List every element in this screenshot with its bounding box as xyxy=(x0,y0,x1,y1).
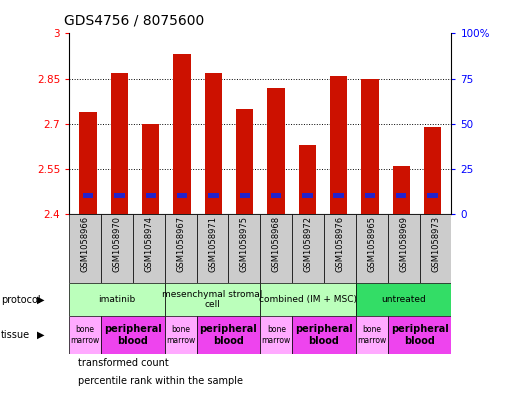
Text: combined (IM + MSC): combined (IM + MSC) xyxy=(259,295,357,304)
Bar xyxy=(356,283,451,316)
Text: ▶: ▶ xyxy=(37,330,45,340)
Bar xyxy=(356,316,388,354)
Bar xyxy=(261,316,292,354)
Bar xyxy=(165,283,261,316)
Bar xyxy=(80,112,96,214)
Bar xyxy=(356,214,388,283)
Text: GSM1058970: GSM1058970 xyxy=(112,216,122,272)
Bar xyxy=(228,214,261,283)
Bar xyxy=(324,214,356,283)
Text: GSM1058972: GSM1058972 xyxy=(304,216,312,272)
Text: GSM1058966: GSM1058966 xyxy=(81,216,90,272)
Text: mesenchymal stromal
cell: mesenchymal stromal cell xyxy=(163,290,263,309)
Text: peripheral
blood: peripheral blood xyxy=(295,324,353,346)
Bar xyxy=(146,193,156,198)
Bar xyxy=(365,193,375,198)
Bar xyxy=(388,214,420,283)
Bar xyxy=(333,193,344,198)
Bar xyxy=(111,73,128,214)
Bar xyxy=(142,124,160,214)
Text: imatinib: imatinib xyxy=(98,295,135,304)
Text: GSM1058974: GSM1058974 xyxy=(144,216,153,272)
Bar xyxy=(420,214,451,283)
Bar xyxy=(292,214,324,283)
Text: bone
marrow: bone marrow xyxy=(357,325,386,345)
Text: bone
marrow: bone marrow xyxy=(71,325,100,345)
Bar xyxy=(302,193,312,198)
Text: untreated: untreated xyxy=(381,295,426,304)
Bar xyxy=(261,214,292,283)
Bar xyxy=(267,88,285,214)
Bar xyxy=(205,73,222,214)
Bar xyxy=(396,193,406,198)
Text: peripheral
blood: peripheral blood xyxy=(391,324,448,346)
Text: peripheral
blood: peripheral blood xyxy=(104,324,162,346)
Bar xyxy=(114,193,125,198)
Bar xyxy=(330,75,347,214)
Bar xyxy=(261,283,356,316)
Bar xyxy=(236,109,253,214)
Bar xyxy=(196,316,261,354)
Text: GDS4756 / 8075600: GDS4756 / 8075600 xyxy=(64,14,204,28)
Bar xyxy=(393,166,410,214)
Bar xyxy=(388,316,451,354)
Bar xyxy=(299,145,316,214)
Bar xyxy=(69,283,165,316)
Text: GSM1058967: GSM1058967 xyxy=(176,216,185,272)
Bar xyxy=(69,316,101,354)
Text: percentile rank within the sample: percentile rank within the sample xyxy=(78,376,244,386)
Text: GSM1058968: GSM1058968 xyxy=(272,216,281,272)
Bar xyxy=(165,316,196,354)
Text: transformed count: transformed count xyxy=(78,358,169,368)
Text: bone
marrow: bone marrow xyxy=(166,325,195,345)
Bar xyxy=(361,79,379,214)
Bar xyxy=(271,193,281,198)
Text: GSM1058975: GSM1058975 xyxy=(240,216,249,272)
Text: GSM1058969: GSM1058969 xyxy=(399,216,408,272)
Bar xyxy=(173,55,191,214)
Bar xyxy=(208,193,219,198)
Text: GSM1058976: GSM1058976 xyxy=(336,216,344,272)
Text: GSM1058965: GSM1058965 xyxy=(367,216,377,272)
Bar xyxy=(133,214,165,283)
Bar xyxy=(165,214,196,283)
Bar xyxy=(427,193,438,198)
Text: peripheral
blood: peripheral blood xyxy=(200,324,258,346)
Bar xyxy=(177,193,187,198)
Bar xyxy=(196,214,228,283)
Bar xyxy=(69,214,101,283)
Text: GSM1058973: GSM1058973 xyxy=(431,216,440,272)
Bar xyxy=(101,214,133,283)
Text: tissue: tissue xyxy=(1,330,30,340)
Bar xyxy=(240,193,250,198)
Bar xyxy=(101,316,165,354)
Bar xyxy=(83,193,93,198)
Text: protocol: protocol xyxy=(1,295,41,305)
Bar xyxy=(292,316,356,354)
Text: bone
marrow: bone marrow xyxy=(262,325,291,345)
Text: GSM1058971: GSM1058971 xyxy=(208,216,217,272)
Bar xyxy=(424,127,441,214)
Text: ▶: ▶ xyxy=(37,295,45,305)
